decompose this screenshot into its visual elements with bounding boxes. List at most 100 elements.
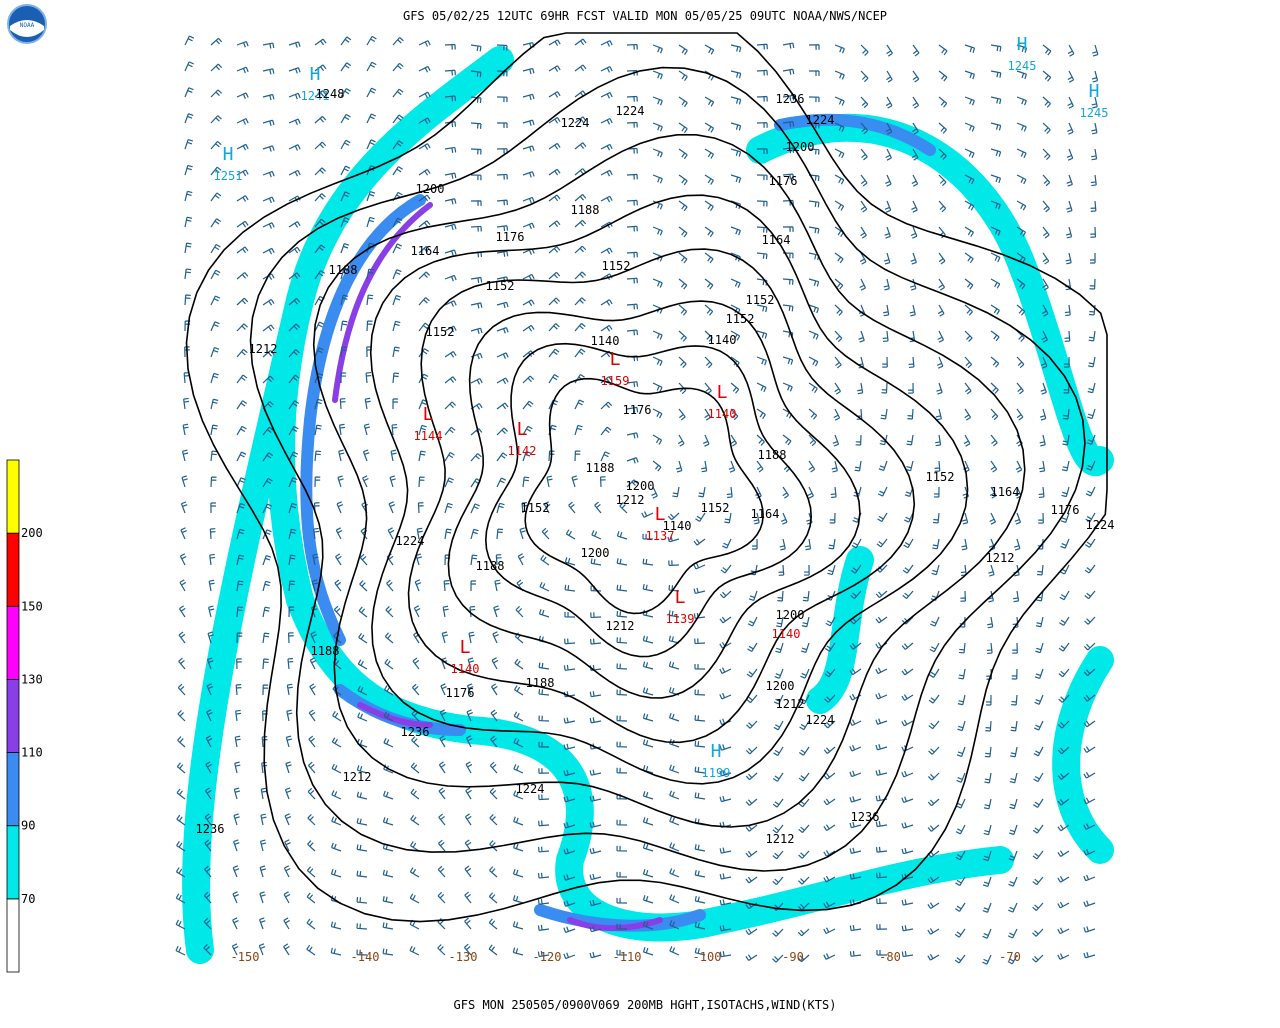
wind-barb (668, 610, 680, 618)
wind-barb (236, 143, 249, 151)
wind-barb (1016, 148, 1027, 158)
wind-barb (210, 295, 221, 306)
wind-barb (439, 709, 447, 722)
wind-barb (388, 501, 396, 514)
wind-barb (470, 148, 482, 155)
wind-barb (236, 528, 245, 540)
wind-barb (938, 122, 947, 134)
wind-barb (600, 143, 613, 151)
wind-barb (288, 502, 297, 514)
wind-barb (543, 501, 551, 514)
wind-barb (184, 164, 193, 176)
wind-barb (262, 350, 275, 358)
wind-barb (1032, 876, 1044, 886)
wind-barb (1016, 200, 1027, 211)
wind-barb (883, 278, 890, 291)
colorbar-label: 70 (21, 892, 35, 906)
wind-barb (522, 324, 535, 332)
wind-barb (236, 400, 248, 410)
wind-barb (470, 554, 478, 566)
wind-barb (1035, 642, 1044, 654)
wind-barb (850, 564, 862, 574)
wind-barb (808, 408, 818, 420)
pressure-center-symbol: L (610, 349, 621, 370)
wind-barb (600, 247, 613, 255)
wind-barb (901, 719, 914, 727)
wind-barb (366, 87, 377, 98)
contour-label: 1152 (426, 325, 455, 339)
pressure-center-value: 1140 (451, 662, 480, 676)
wind-barb (937, 304, 945, 317)
wind-barb (1058, 668, 1070, 678)
wind-barb (964, 96, 975, 106)
wind-barb (1083, 720, 1096, 728)
wind-barb (858, 330, 865, 343)
wind-barb (364, 397, 371, 410)
wind-barb (496, 452, 508, 462)
contour-label: 1200 (786, 140, 815, 154)
colorbar-label: 150 (21, 599, 43, 613)
wind-barb (909, 304, 916, 317)
wind-barb (1067, 96, 1074, 109)
wind-barb (798, 876, 810, 885)
wind-barb (204, 865, 212, 878)
wind-barb (599, 476, 606, 488)
wind-barb (849, 925, 862, 932)
wind-barb (1042, 252, 1050, 265)
wind-barb (574, 424, 583, 436)
wind-barb (233, 787, 241, 800)
wind-barb (1060, 512, 1070, 524)
wind-barb (513, 764, 524, 774)
wind-barb (444, 274, 457, 282)
wind-barb (365, 371, 372, 384)
wind-barb (574, 193, 587, 202)
wind-barb (1034, 668, 1044, 680)
wind-barb (616, 871, 628, 878)
wind-barb (937, 330, 944, 343)
wind-barb (409, 867, 420, 878)
wind-barb (179, 553, 187, 566)
wind-barb (382, 869, 394, 878)
wind-barb (203, 943, 212, 956)
wind-barb (335, 553, 342, 566)
wind-barb (204, 839, 212, 852)
pressure-center-value: 1159 (601, 374, 630, 388)
wind-barb (382, 922, 394, 930)
wind-barb (1009, 798, 1018, 810)
map-area (173, 33, 1107, 966)
wind-barb (990, 252, 1001, 263)
wind-barb (414, 579, 422, 592)
pressure-center-value: 1137 (646, 529, 675, 543)
wind-barb (288, 144, 301, 151)
wind-barb (938, 174, 947, 187)
wind-barb (260, 787, 267, 800)
wind-barb (209, 553, 216, 566)
wind-barb (808, 44, 820, 50)
wind-barb (262, 632, 270, 644)
wind-barbs (175, 35, 1099, 965)
wind-barb (616, 741, 628, 748)
wind-barb (540, 554, 550, 566)
longitude-label: -80 (879, 950, 901, 964)
wind-barb (678, 174, 688, 186)
wind-barb (184, 294, 191, 306)
wind-barb (513, 790, 524, 800)
wind-barb (210, 321, 220, 332)
wind-barb (642, 661, 654, 670)
wind-barb (337, 475, 344, 488)
wind-barb (616, 949, 628, 956)
wind-barb (383, 737, 394, 748)
wind-barb (366, 320, 373, 332)
wind-barb (340, 242, 350, 254)
wind-barb (548, 246, 561, 254)
wind-barb (902, 564, 914, 574)
wind-barb (704, 226, 714, 238)
wind-barb (358, 632, 368, 644)
wind-barb (756, 460, 764, 473)
wind-barb (417, 502, 424, 514)
wind-barb (444, 300, 457, 307)
wind-barb (314, 64, 327, 72)
contour-label: 1188 (526, 676, 555, 690)
wind-barb (694, 869, 706, 878)
